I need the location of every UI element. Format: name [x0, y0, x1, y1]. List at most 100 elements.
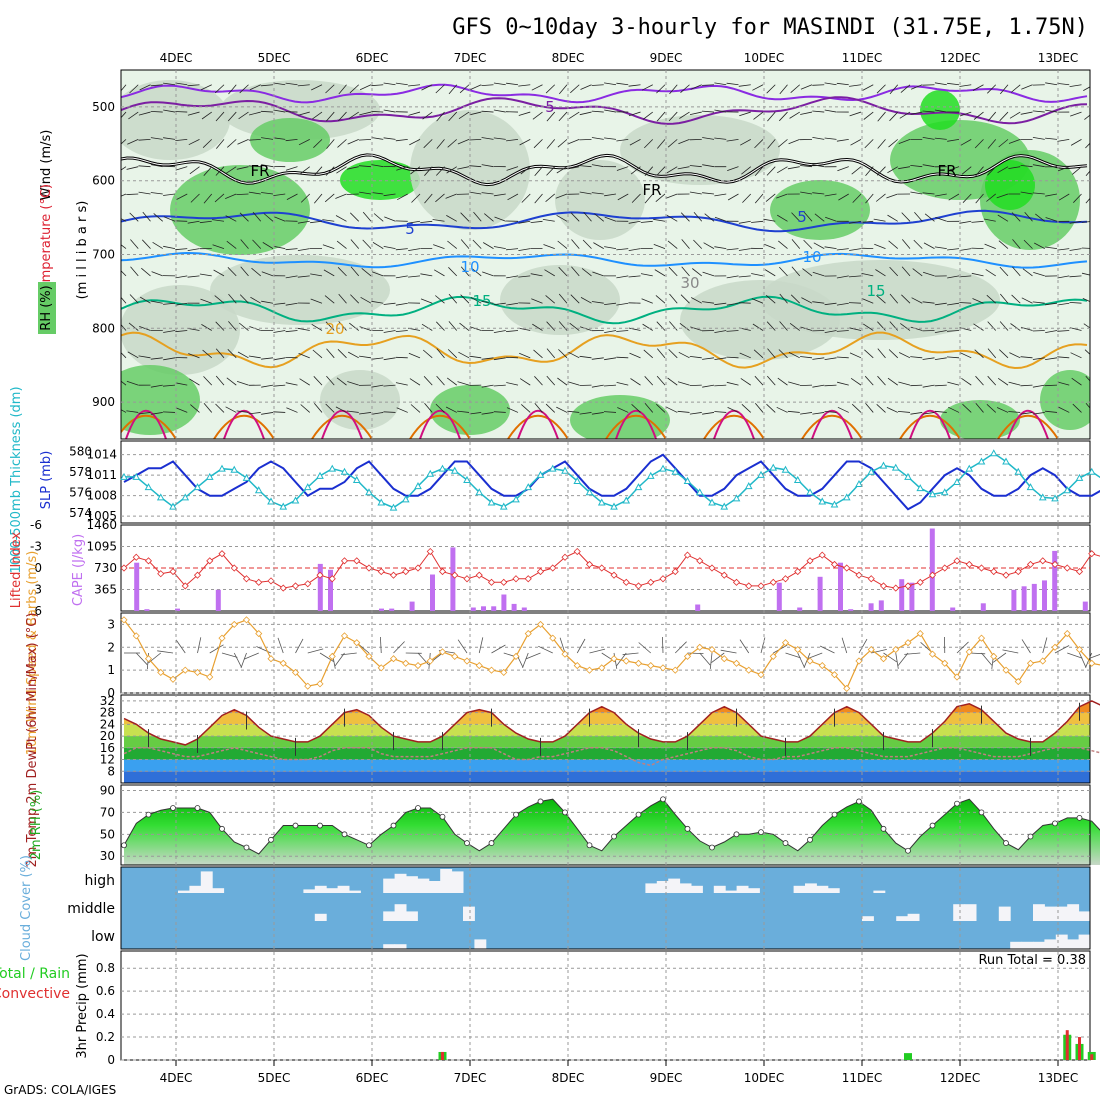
- li-point: [1014, 568, 1022, 576]
- wind-barb: [693, 239, 703, 249]
- wind-barb: [689, 356, 702, 359]
- cloud-bar-high: [805, 883, 817, 893]
- wind-barb: [261, 357, 274, 360]
- cape-bar: [511, 603, 517, 611]
- wind-barb: [971, 272, 984, 277]
- cloud-bar-high: [793, 885, 806, 893]
- thickness-point: [438, 464, 447, 472]
- wind-barb: [209, 644, 224, 654]
- wind-barb: [616, 382, 629, 386]
- wind-barb: [1032, 357, 1045, 360]
- cloud-bar-high: [189, 885, 202, 893]
- wind-barb: [702, 271, 715, 277]
- wind-barb: [824, 411, 837, 413]
- wind-barb: [898, 381, 911, 386]
- wind-speed-point: [193, 668, 202, 676]
- wind-barb: [126, 410, 139, 413]
- wind-barb: [1084, 114, 1090, 120]
- wind-barb: [591, 357, 604, 360]
- wind-barb: [298, 111, 310, 116]
- wind-barb: [1057, 275, 1070, 279]
- wind-speed-point: [659, 664, 667, 672]
- wind-barb: [1012, 239, 1021, 249]
- wind-barb: [644, 376, 654, 386]
- wind-speed-point: [1051, 643, 1059, 651]
- wind-barb: [935, 217, 947, 222]
- wind-barb: [797, 652, 805, 668]
- wind-barb: [997, 214, 1009, 222]
- wind-barb: [812, 192, 825, 195]
- wind-barb: [261, 137, 274, 140]
- li-tick: 0: [34, 561, 42, 575]
- rh-point: [513, 811, 519, 818]
- contour-surface-warm: [213, 414, 275, 439]
- rh-point: [880, 825, 887, 832]
- li-point: [353, 557, 361, 565]
- wind-barb: [766, 321, 776, 331]
- wind-barb: [121, 324, 127, 331]
- wind-barb: [556, 406, 568, 413]
- wind-barb: [726, 356, 739, 359]
- wind-barb: [702, 164, 715, 168]
- thickness-point: [279, 502, 288, 510]
- wind-barb: [726, 138, 739, 142]
- thickness-point: [267, 497, 275, 505]
- li-point: [291, 582, 300, 590]
- wind-barb: [776, 193, 788, 199]
- wind-barb: [763, 243, 776, 249]
- slp-panel-frame: [120, 440, 1091, 524]
- rh-shading: [620, 115, 780, 185]
- wind-barb: [472, 239, 482, 249]
- li-point: [169, 568, 177, 576]
- wind-barb: [910, 191, 923, 195]
- rh-point: [807, 836, 813, 843]
- upper-ylabel-mb: (m i l l i b a r s): [75, 201, 90, 300]
- wind-barb: [252, 239, 262, 249]
- wind-barb: [313, 166, 323, 176]
- wind-barb: [313, 403, 323, 413]
- wind-barb: [187, 84, 200, 87]
- cloud-bar-middle: [314, 913, 327, 921]
- wind-speed-point: [132, 632, 140, 640]
- wind-barb: [767, 111, 776, 122]
- cloud-bar-high: [725, 890, 738, 893]
- li-point: [1002, 571, 1010, 579]
- wind-barb: [666, 166, 678, 174]
- li-point: [1063, 564, 1071, 572]
- wind-barb: [338, 111, 347, 122]
- thickness-point: [683, 476, 692, 484]
- wind-barb: [338, 293, 347, 304]
- wind-barb: [814, 213, 825, 222]
- cape-tick: 365: [94, 583, 117, 597]
- wind-barb: [1070, 352, 1082, 359]
- wind-barb: [616, 330, 629, 332]
- temp-panel-frame: [120, 694, 1091, 784]
- wind-barb: [1070, 111, 1082, 117]
- wind-speed-point: [561, 650, 569, 658]
- wind-barb: [273, 245, 286, 249]
- cape-bar: [909, 582, 915, 611]
- wind-barb: [689, 165, 702, 168]
- wind-barb: [534, 376, 543, 386]
- contour-upper-5: [121, 83, 1088, 104]
- wind-speed-point: [634, 659, 643, 667]
- wind-speed-point: [487, 666, 496, 674]
- wind-barb: [433, 244, 445, 249]
- wind-barb: [424, 402, 433, 413]
- wind-barb: [642, 111, 653, 120]
- wind-barb: [150, 137, 163, 140]
- wind-barb: [336, 166, 347, 174]
- rh-point: [562, 809, 568, 816]
- wind-barb: [702, 301, 715, 304]
- wind-barb: [662, 636, 664, 654]
- wind-barb: [518, 248, 531, 251]
- wind-barb: [788, 138, 800, 145]
- rh-point: [611, 833, 617, 840]
- wind-barb: [285, 138, 298, 142]
- wind-barb: [904, 652, 921, 655]
- thickness-point: [156, 493, 165, 501]
- date-label-bottom: 13DEC: [1038, 1071, 1078, 1085]
- wind-barb: [714, 357, 727, 360]
- li-point: [549, 564, 557, 572]
